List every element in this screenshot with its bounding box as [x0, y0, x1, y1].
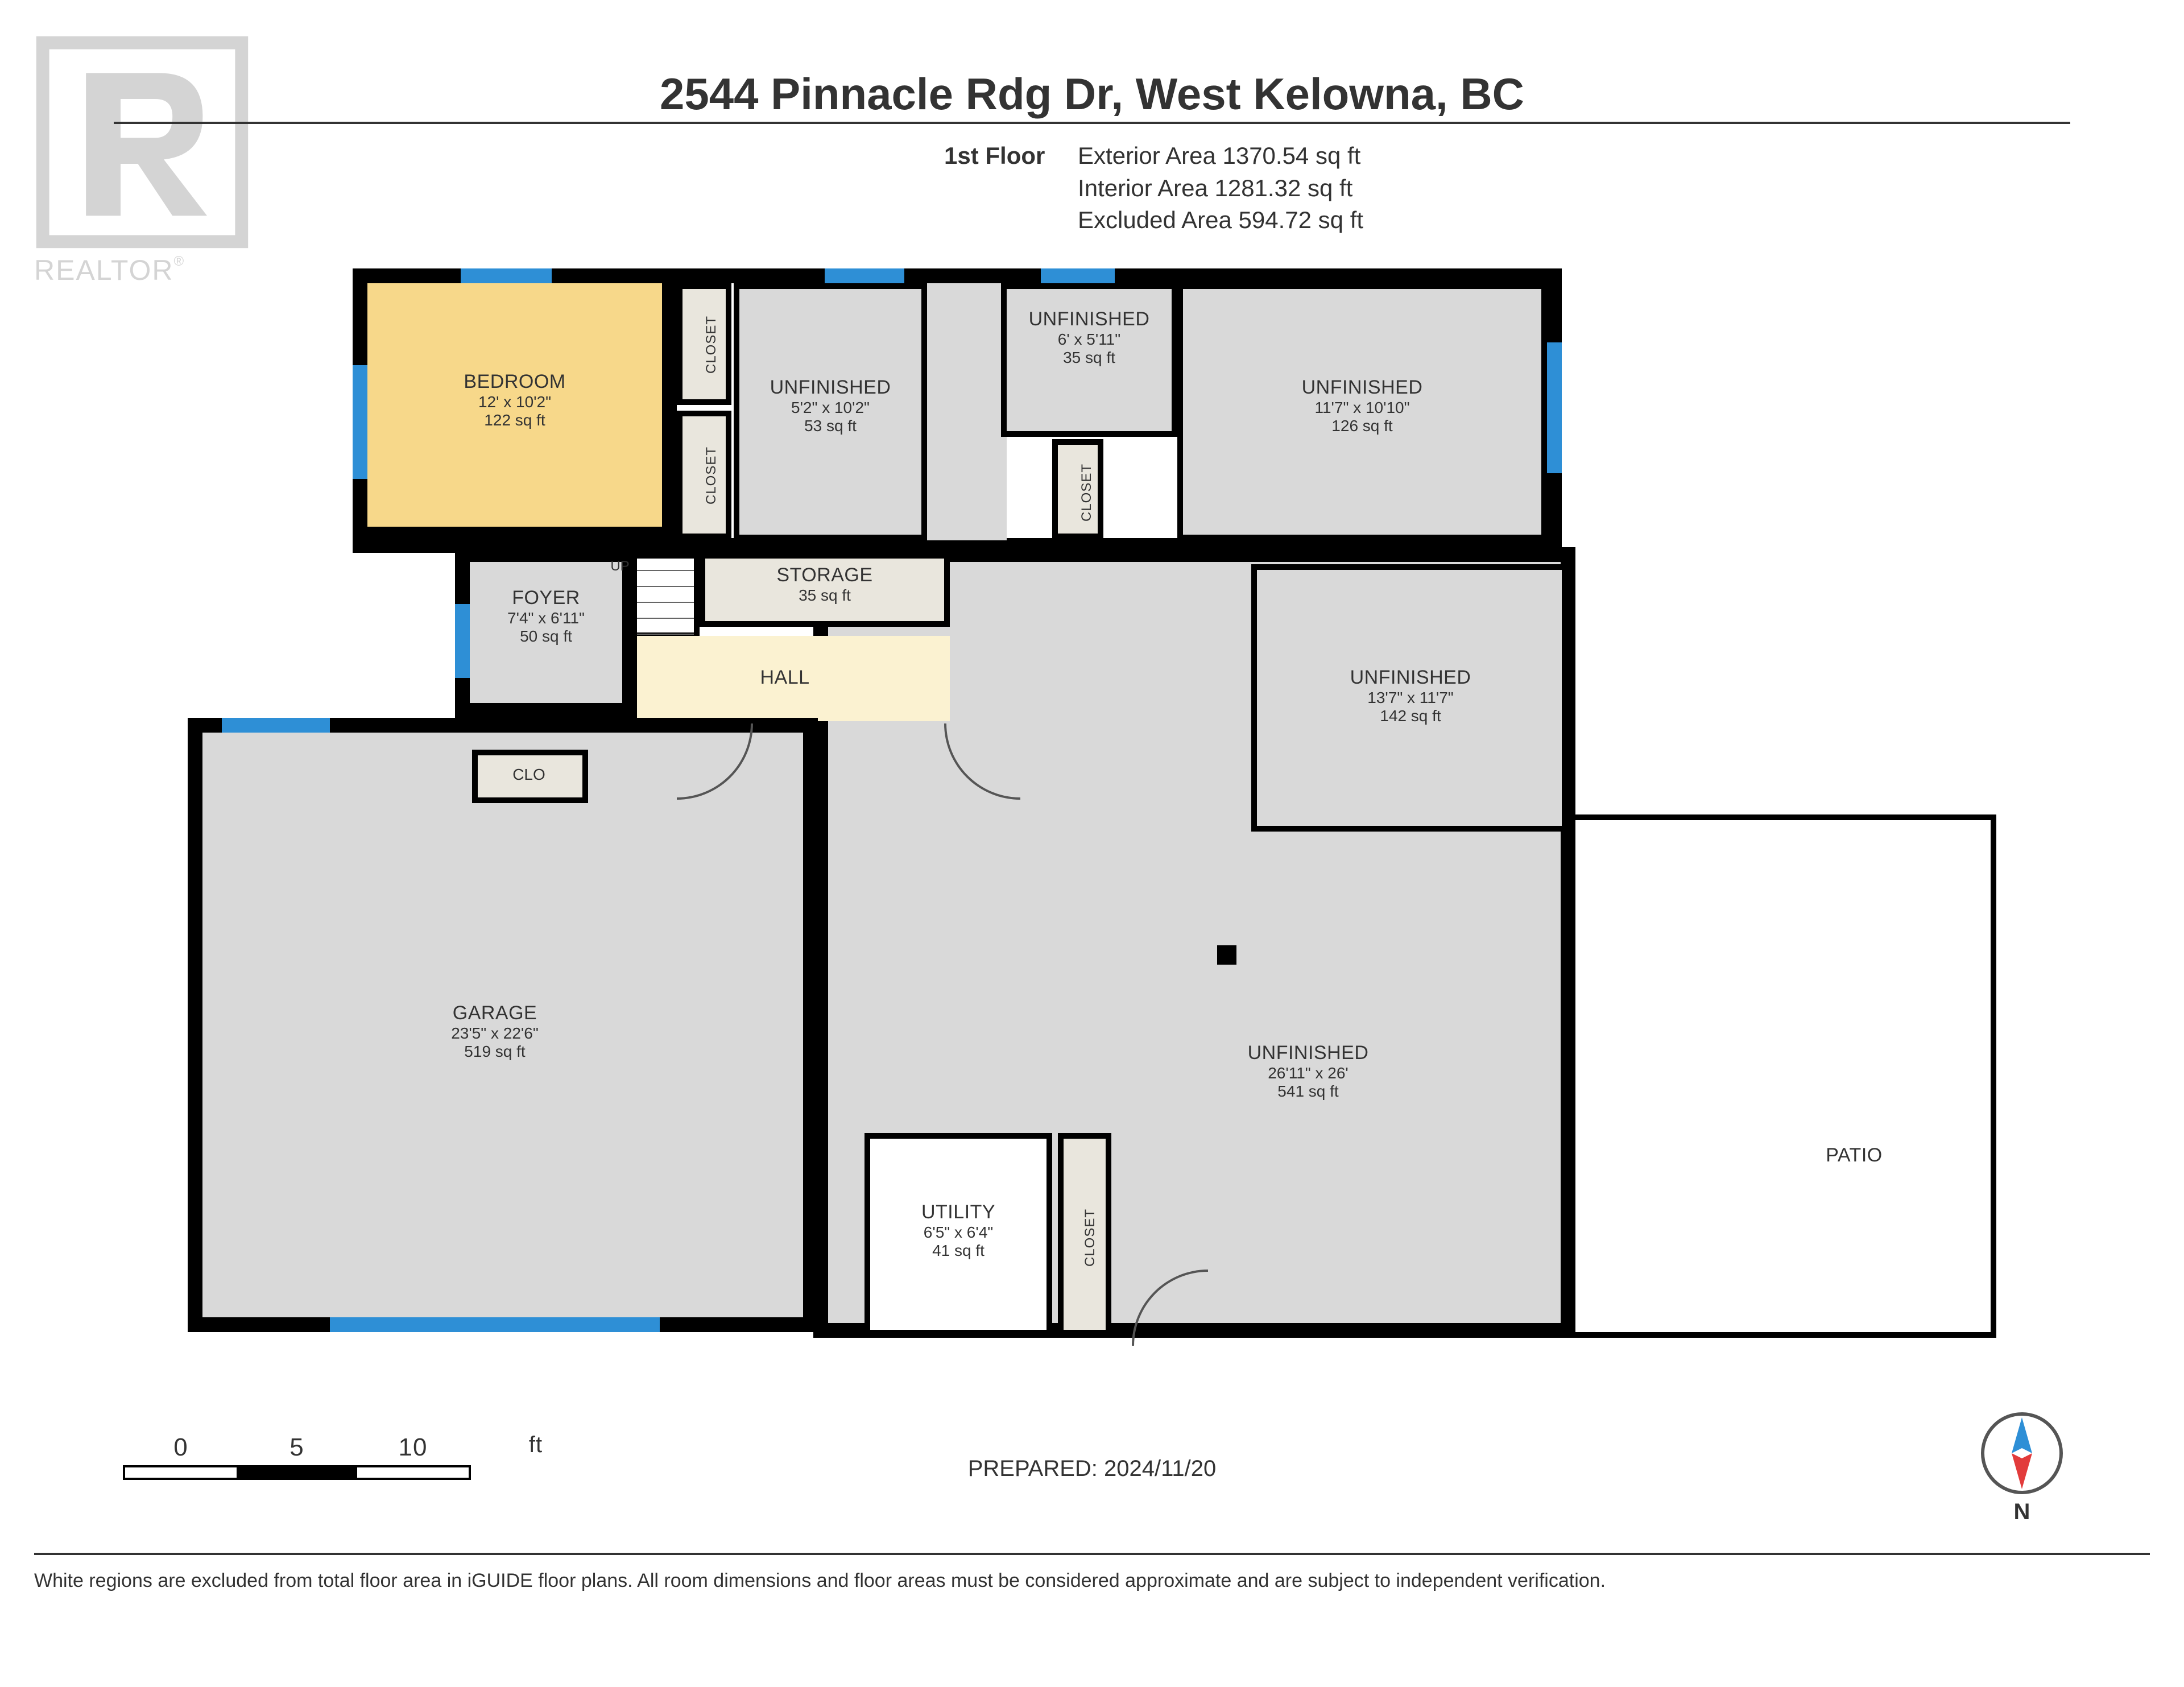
- label-hall: HALL: [711, 667, 859, 689]
- label-closet-lower: CLOSET: [704, 446, 719, 505]
- exterior-area: Exterior Area 1370.54 sq ft: [1078, 140, 1363, 172]
- label-unfinished-4: UNFINISHED 13'7" x 11'7" 142 sq ft: [1285, 667, 1536, 725]
- excluded-area: Excluded Area 594.72 sq ft: [1078, 204, 1363, 237]
- label-utility: UTILITY 6'5" x 6'4" 41 sq ft: [876, 1201, 1041, 1260]
- footer-rule: [34, 1553, 2150, 1555]
- label-unfinished-2: UNFINISHED 6' x 5'11" 35 sq ft: [1001, 308, 1177, 367]
- label-closet-center: CLOSET: [1079, 464, 1095, 522]
- window: [825, 268, 904, 283]
- realtor-r-icon: [34, 34, 250, 250]
- compass-n: N: [1979, 1499, 2065, 1525]
- garage-door: [330, 1317, 660, 1332]
- label-foyer: FOYER 7'4" x 6'11" 50 sq ft: [472, 587, 620, 646]
- floor-plan: BEDROOM 12' x 10'2" 122 sq ft CLOSET CLO…: [188, 268, 2048, 1383]
- label-garage: GARAGE 23'5" x 22'6" 519 sq ft: [358, 1002, 631, 1061]
- stairs: [631, 553, 700, 638]
- label-stairs: UP: [603, 559, 637, 574]
- scale-unit: ft: [478, 1432, 594, 1458]
- title-rule: [114, 122, 2070, 124]
- window: [222, 718, 330, 733]
- label-unfinished-3: UNFINISHED 11'7" x 10'10" 126 sq ft: [1206, 377, 1519, 435]
- label-clo: CLO: [483, 766, 574, 784]
- label-unfinished-5: UNFINISHED 26'11" x 26' 541 sq ft: [1143, 1042, 1473, 1101]
- label-closet-utility: CLOSET: [1082, 1209, 1098, 1267]
- disclaimer: White regions are excluded from total fl…: [34, 1570, 1606, 1592]
- corridor-top: [927, 283, 1007, 540]
- page-title: 2544 Pinnacle Rdg Dr, West Kelowna, BC: [0, 68, 2184, 120]
- window: [353, 365, 367, 479]
- room-patio: [1575, 814, 1996, 1338]
- window: [455, 604, 470, 678]
- interior-area: Interior Area 1281.32 sq ft: [1078, 172, 1363, 205]
- prepared-date: PREPARED: 2024/11/20: [0, 1456, 2184, 1482]
- label-unfinished-1: UNFINISHED 5'2" x 10'2" 53 sq ft: [739, 377, 921, 435]
- label-patio: PATIO: [1797, 1144, 1911, 1167]
- window: [461, 268, 552, 283]
- compass: N: [1979, 1411, 2065, 1496]
- meta-block: 1st Floor Exterior Area 1370.54 sq ft In…: [944, 140, 1363, 237]
- structural-post: [1217, 945, 1236, 965]
- label-bedroom: BEDROOM 12' x 10'2" 122 sq ft: [410, 371, 620, 429]
- label-storage: STORAGE 35 sq ft: [722, 564, 927, 605]
- floor-label: 1st Floor: [944, 142, 1045, 169]
- window: [1547, 342, 1562, 473]
- compass-icon: [1979, 1411, 2065, 1496]
- window: [1041, 268, 1115, 283]
- room-closet-center: [1052, 439, 1103, 539]
- label-closet-upper: CLOSET: [704, 316, 719, 374]
